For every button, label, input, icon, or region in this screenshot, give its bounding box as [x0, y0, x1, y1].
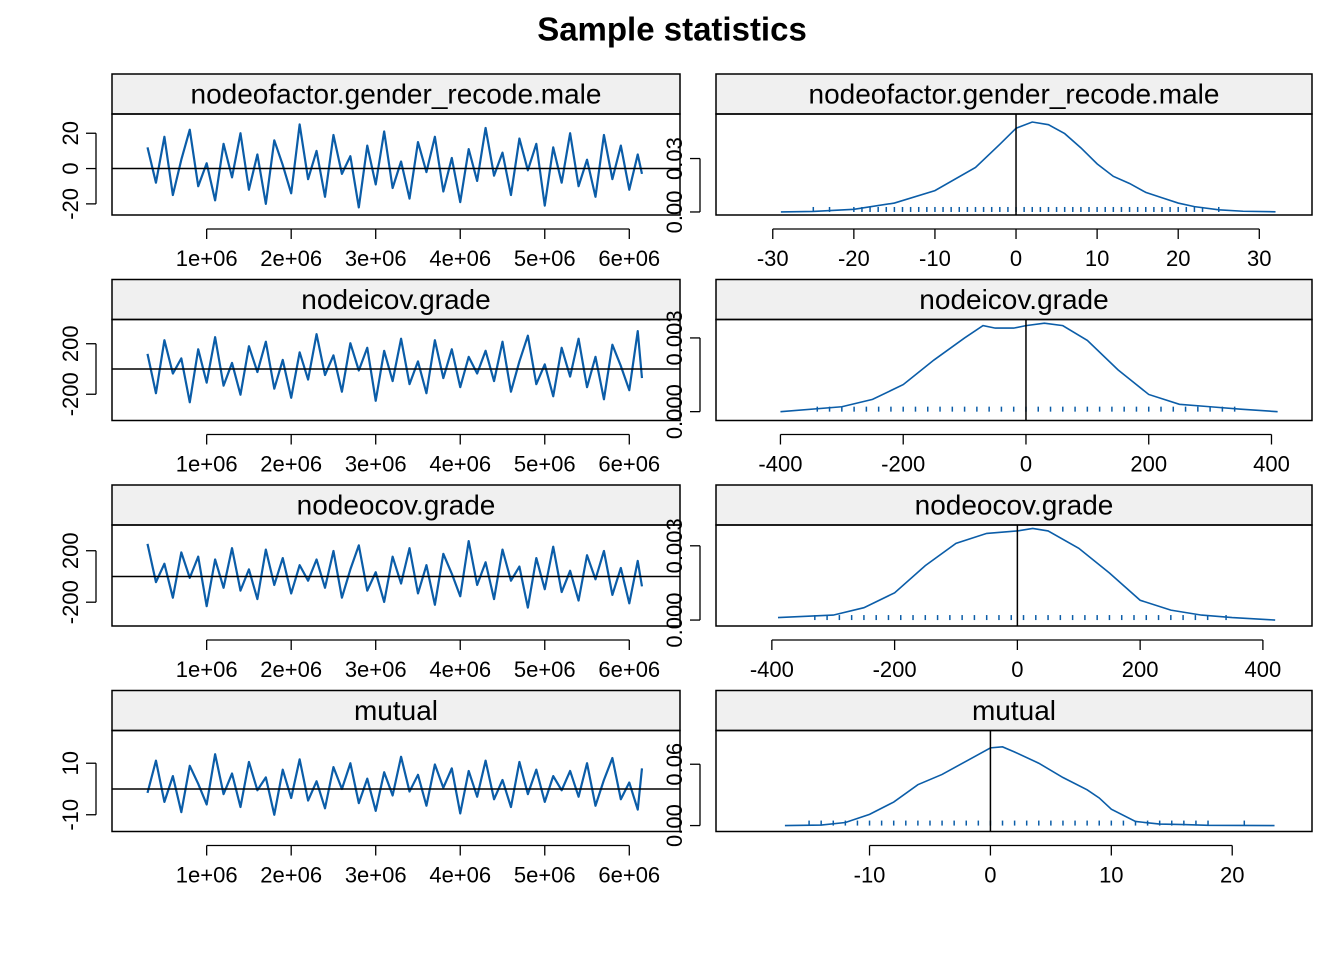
x-tick-label: 0: [1020, 451, 1032, 476]
panel-title: nodeofactor.gender_recode.male: [191, 78, 602, 109]
x-tick-label: -10: [854, 862, 886, 887]
panel-title: nodeicov.grade: [919, 284, 1108, 315]
plot-box: [111, 318, 681, 422]
panel-title: nodeofactor.gender_recode.male: [809, 78, 1220, 109]
y-tick-label: -200: [58, 580, 83, 624]
x-tick-label: 5e+06: [514, 246, 576, 271]
x-tick-label: 2e+06: [260, 862, 322, 887]
y-tick-label: 0.000: [662, 384, 687, 439]
strip: [111, 73, 681, 115]
x-tick-label: 6e+06: [598, 451, 660, 476]
x-tick-label: 200: [1130, 451, 1167, 476]
density-line: [784, 746, 1275, 827]
x-tick-label: 3e+06: [345, 862, 407, 887]
x-tick-label: 0: [1010, 246, 1022, 271]
strip: [715, 689, 1313, 732]
panel-title: mutual: [354, 695, 438, 726]
x-tick-label: 10: [1085, 246, 1109, 271]
x-tick-label: 5e+06: [514, 862, 576, 887]
x-tick-label: -400: [758, 451, 802, 476]
y-tick-label: 0.003: [662, 518, 687, 573]
panel-title: nodeocov.grade: [297, 489, 496, 520]
x-tick-label: 2e+06: [260, 657, 322, 682]
x-tick-label: 3e+06: [345, 451, 407, 476]
x-tick-label: 0: [1011, 657, 1023, 682]
x-tick-label: -20: [838, 246, 870, 271]
y-tick-label: 200: [58, 532, 83, 569]
x-tick-label: 6e+06: [598, 657, 660, 682]
x-tick-label: 2e+06: [260, 246, 322, 271]
y-tick-label: 0.000: [662, 593, 687, 648]
density-line: [780, 121, 1276, 213]
trace-line: [146, 123, 644, 209]
x-tick-label: 4e+06: [429, 862, 491, 887]
x-tick-label: 1e+06: [176, 451, 238, 476]
x-tick-label: 2e+06: [260, 451, 322, 476]
x-tick-label: 4e+06: [429, 246, 491, 271]
x-tick-label: 30: [1247, 246, 1271, 271]
x-tick-label: 20: [1220, 862, 1244, 887]
density-line: [777, 527, 1276, 621]
x-tick-label: 4e+06: [429, 451, 491, 476]
x-tick-label: 6e+06: [598, 862, 660, 887]
strip: [715, 73, 1313, 115]
plot-box: [111, 524, 681, 627]
y-tick-label: 20: [58, 121, 83, 145]
x-tick-label: -400: [750, 657, 794, 682]
x-tick-label: -200: [881, 451, 925, 476]
x-tick-label: -30: [757, 246, 789, 271]
x-tick-label: 0: [984, 862, 996, 887]
x-tick-label: 1e+06: [176, 246, 238, 271]
y-tick-label: 0.03: [662, 137, 687, 180]
x-tick-label: 200: [1122, 657, 1159, 682]
plot-box: [715, 318, 1313, 422]
y-tick-label: -10: [58, 799, 83, 831]
x-tick-label: 4e+06: [429, 657, 491, 682]
x-tick-label: 10: [1099, 862, 1123, 887]
x-tick-label: 5e+06: [514, 657, 576, 682]
strip: [111, 278, 681, 321]
plot-box: [111, 113, 681, 216]
y-tick-label: -20: [58, 188, 83, 220]
y-tick-label: 0.003: [662, 310, 687, 365]
plot-box: [715, 113, 1313, 216]
x-tick-label: 6e+06: [598, 246, 660, 271]
panel-title: mutual: [972, 695, 1056, 726]
x-tick-label: -200: [873, 657, 917, 682]
x-tick-label: 1e+06: [176, 862, 238, 887]
trace-line: [146, 753, 644, 816]
x-tick-label: 20: [1166, 246, 1190, 271]
y-tick-label: 0.00: [662, 191, 687, 234]
x-tick-label: 400: [1245, 657, 1282, 682]
y-tick-label: 200: [58, 325, 83, 362]
y-tick-label: 0.00: [662, 804, 687, 847]
y-tick-label: -200: [58, 372, 83, 416]
x-tick-label: 3e+06: [345, 246, 407, 271]
chart-title: Sample statistics: [537, 11, 807, 48]
y-tick-label: 0.06: [662, 743, 687, 786]
panel-title: nodeocov.grade: [915, 489, 1114, 520]
y-tick-label: 0: [58, 162, 83, 174]
trace-line: [146, 539, 644, 609]
plot-box: [111, 729, 681, 833]
y-tick-label: 10: [58, 751, 83, 775]
trace-line: [146, 330, 644, 404]
x-tick-label: 400: [1253, 451, 1290, 476]
x-tick-label: 5e+06: [514, 451, 576, 476]
x-tick-label: 3e+06: [345, 657, 407, 682]
strip: [111, 484, 681, 526]
density-line: [780, 322, 1278, 413]
x-tick-label: 1e+06: [176, 657, 238, 682]
panel-title: nodeicov.grade: [301, 284, 490, 315]
x-tick-label: -10: [919, 246, 951, 271]
strip: [715, 484, 1313, 526]
plot-box: [715, 729, 1313, 833]
plot-box: [715, 524, 1313, 627]
